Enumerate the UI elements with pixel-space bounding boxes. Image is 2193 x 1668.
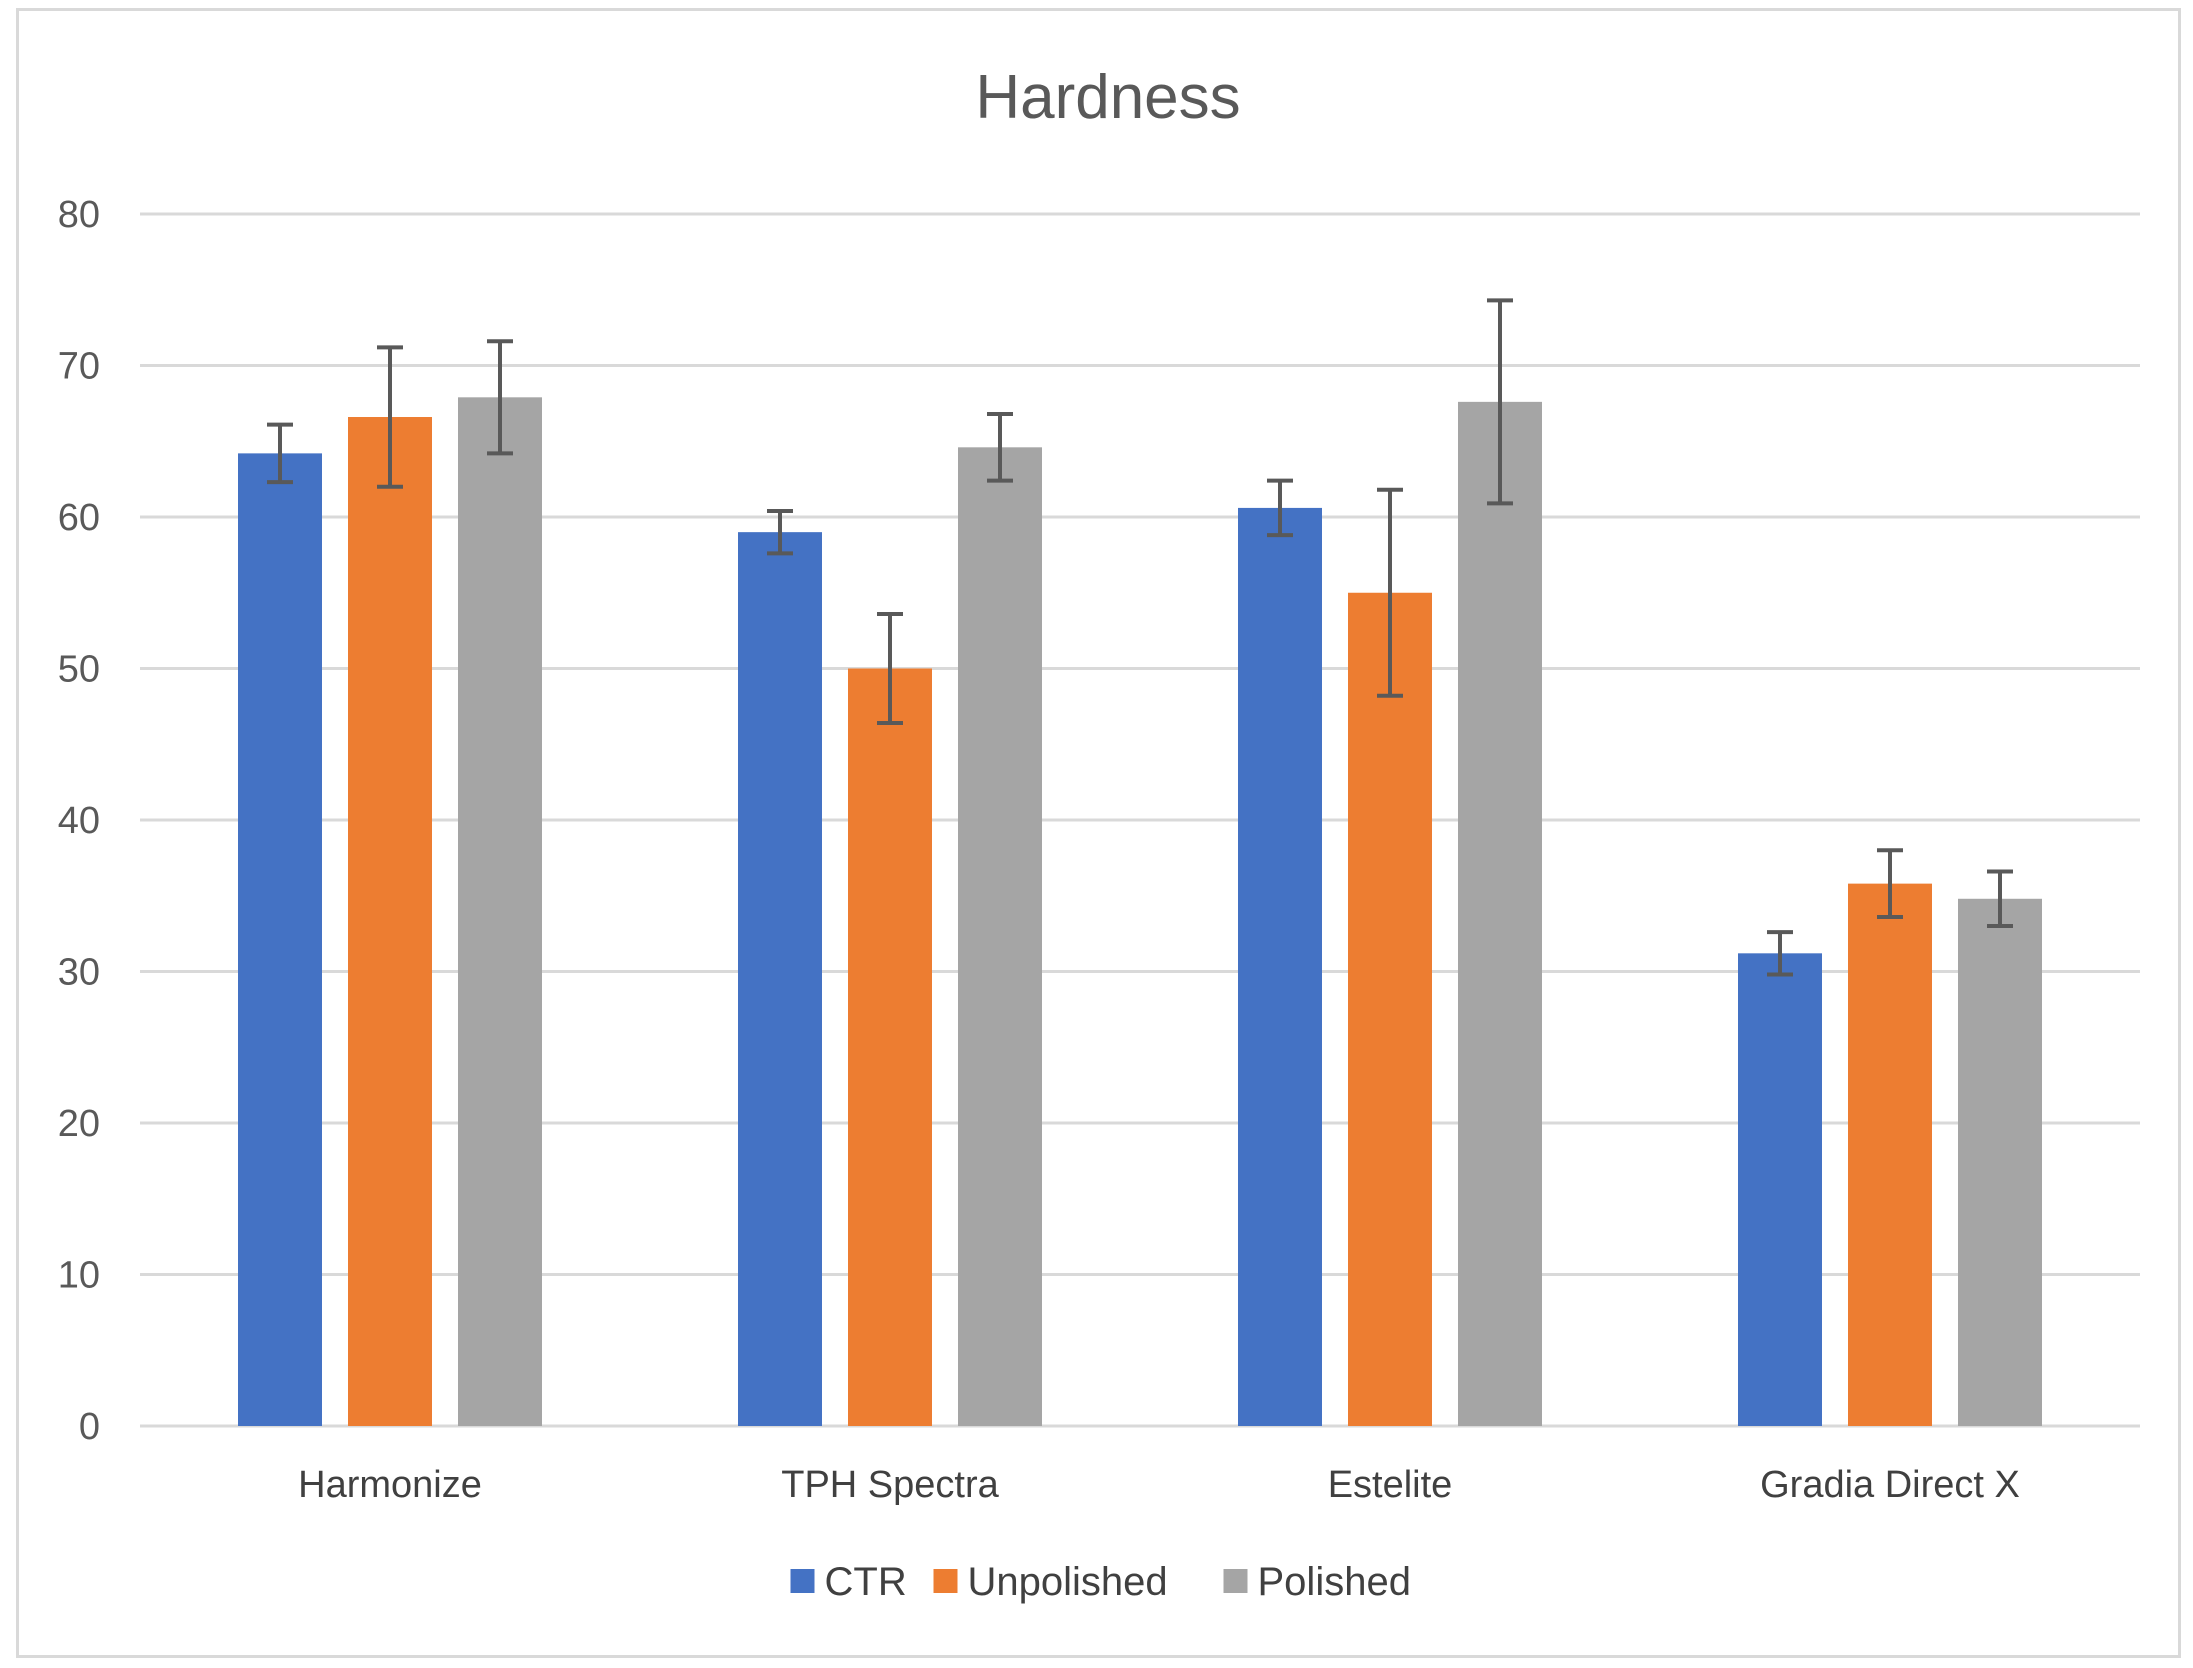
category-label: Gradia Direct X	[1760, 1464, 2020, 1506]
x-axis-category-labels: Harmonize TPH Spectra Estelite Gradia Direc…	[298, 1464, 2020, 1506]
bar-ctr	[738, 532, 822, 1426]
legend-swatch-ctr	[790, 1569, 815, 1593]
y-tick-label: 40	[58, 800, 100, 842]
bar-unpolished	[848, 668, 932, 1426]
y-tick-label: 60	[58, 497, 100, 539]
bar-polished	[958, 447, 1042, 1426]
y-tick-label: 20	[58, 1103, 100, 1145]
bar-unpolished	[348, 417, 432, 1426]
y-tick-label: 70	[58, 346, 100, 388]
legend-label-unpolished: Unpolished	[968, 1560, 1168, 1604]
bar-ctr	[1738, 953, 1822, 1426]
legend-label-ctr: CTR	[825, 1560, 907, 1604]
y-axis-tick-labels: 0 10 20 30 40 50 60 70 80	[58, 194, 100, 1448]
category-label: Estelite	[1328, 1464, 1453, 1506]
bar-ctr	[1238, 507, 1322, 1426]
legend-swatch-polished	[1223, 1569, 1248, 1593]
bar-ctr	[238, 453, 322, 1426]
error-bars	[267, 298, 2013, 977]
y-tick-label: 0	[79, 1406, 100, 1448]
y-tick-label: 10	[58, 1255, 100, 1297]
legend-swatch-unpolished	[933, 1569, 958, 1593]
bar-polished	[1458, 401, 1542, 1426]
y-tick-label: 30	[58, 952, 100, 994]
category-label: TPH Spectra	[781, 1464, 999, 1506]
legend-label-polished: Polished	[1258, 1560, 1411, 1604]
bar-unpolished	[1848, 883, 1932, 1426]
chart-title: Hardness	[975, 63, 1240, 132]
bar-polished	[1958, 898, 2042, 1426]
category-label: Harmonize	[298, 1464, 482, 1506]
y-tick-label: 80	[58, 194, 100, 236]
bar-unpolished	[1348, 592, 1432, 1426]
bar-polished	[458, 397, 542, 1427]
gridlines	[140, 212, 2140, 1428]
y-tick-label: 50	[58, 649, 100, 691]
bars	[238, 397, 2042, 1427]
legend: CTR Unpolished Polished	[790, 1560, 1411, 1604]
